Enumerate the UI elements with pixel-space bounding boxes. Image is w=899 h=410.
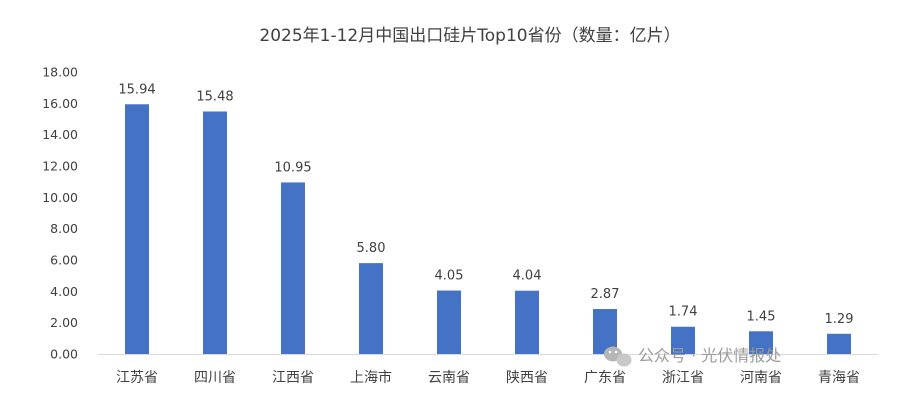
data-label: 2.87: [591, 287, 620, 302]
data-label: 1.74: [669, 305, 698, 320]
chart-title: 2025年1-12月中国出口硅片Top10省份（数量：亿片）: [259, 26, 680, 46]
bar: [359, 263, 383, 354]
data-label: 4.05: [435, 269, 464, 284]
data-label: 15.94: [118, 82, 155, 97]
bar: [437, 290, 461, 354]
bar: [515, 290, 539, 354]
y-tick-label: 16.00: [42, 96, 78, 111]
y-tick-label: 12.00: [42, 159, 78, 174]
data-label: 4.04: [513, 269, 542, 284]
watermark: 公众号 · 光伏情报处: [604, 346, 781, 367]
x-tick-label: 上海市: [350, 369, 392, 386]
bar: [203, 111, 227, 354]
x-tick-label: 江西省: [272, 370, 314, 386]
data-label: 1.29: [825, 312, 854, 327]
y-tick-label: 8.00: [50, 221, 78, 236]
x-tick-label: 云南省: [428, 370, 470, 386]
bar: [281, 182, 305, 354]
bar: [671, 326, 695, 354]
x-tick-label: 广东省: [584, 370, 626, 386]
x-tick-label: 四川省: [194, 370, 236, 386]
y-tick-label: 10.00: [42, 190, 78, 205]
wechat-icon: [604, 346, 632, 367]
y-tick-label: 18.00: [42, 65, 78, 80]
watermark-text: 公众号 · 光伏情报处: [638, 346, 781, 365]
y-tick-label: 2.00: [50, 315, 78, 330]
x-tick-label: 浙江省: [662, 370, 704, 386]
x-tick-label: 河南省: [740, 370, 782, 386]
bars-group: [125, 104, 851, 354]
y-tick-label: 6.00: [50, 253, 78, 268]
x-axis: 江苏省 四川省 江西省 上海市 云南省 陕西省 广东省 浙江省 河南省 青海省: [116, 369, 860, 386]
x-tick-label: 青海省: [818, 370, 860, 386]
data-label: 15.48: [196, 89, 233, 104]
bar: [749, 331, 773, 354]
data-labels-group: 15.94 15.48 10.95 5.80 4.05 4.04 2.87 1.74 1.45 1…: [118, 82, 853, 327]
bar: [125, 104, 149, 354]
data-label: 5.80: [357, 241, 386, 256]
bar: [827, 333, 851, 354]
data-label: 1.45: [747, 309, 776, 324]
y-tick-label: 0.00: [50, 347, 78, 362]
x-tick-label: 陕西省: [506, 370, 548, 386]
y-axis: 0.00 2.00 4.00 6.00 8.00 10.00 12.00 14.00 16.00…: [42, 65, 878, 362]
x-tick-label: 江苏省: [116, 370, 158, 386]
y-tick-label: 14.00: [42, 127, 78, 142]
y-tick-label: 4.00: [50, 284, 78, 299]
data-label: 10.95: [274, 160, 311, 175]
